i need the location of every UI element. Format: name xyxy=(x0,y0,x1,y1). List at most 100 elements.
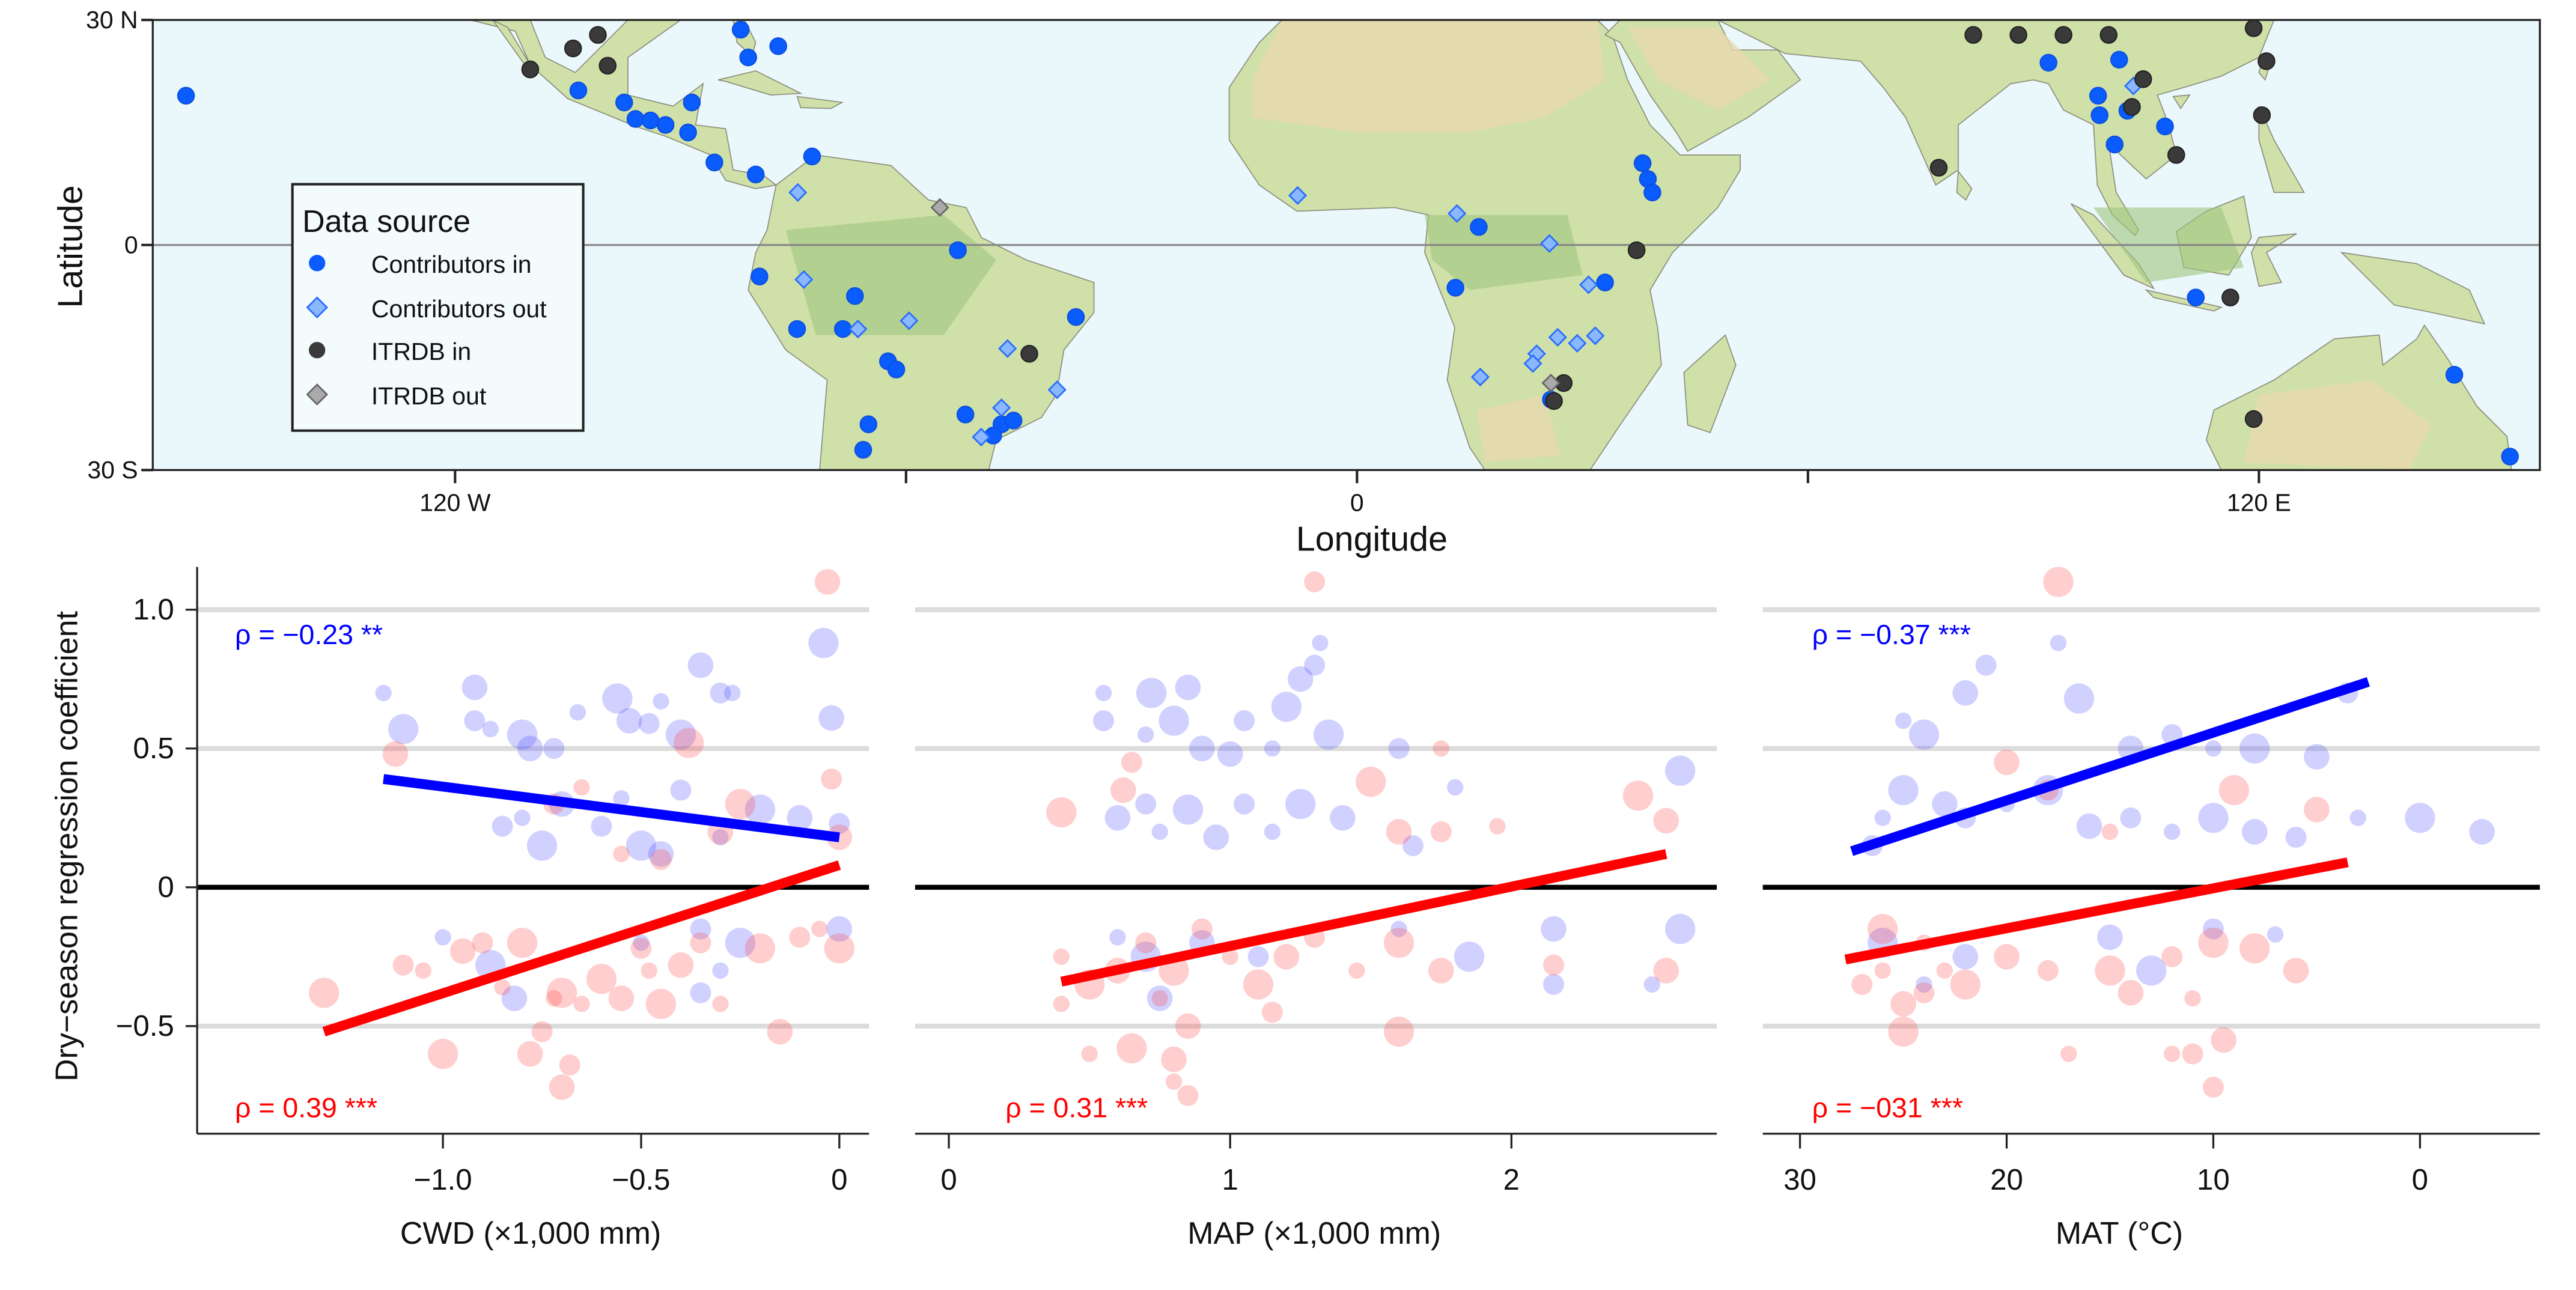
red-data-point xyxy=(1874,962,1891,979)
red-data-point xyxy=(2304,797,2330,823)
site-marker-itrdb-in xyxy=(564,39,582,58)
blue-data-point xyxy=(375,684,392,702)
blue-data-point xyxy=(543,738,565,759)
blue-data-point xyxy=(1095,684,1112,702)
site-marker-itrdb-in xyxy=(598,56,617,75)
blue-data-point xyxy=(2469,819,2495,845)
blue-data-point xyxy=(1189,735,1215,762)
blue-data-point xyxy=(826,916,853,942)
red-data-point xyxy=(1383,1016,1414,1047)
blue-data-point xyxy=(434,929,451,946)
red-data-point xyxy=(1348,962,1365,979)
red-data-point xyxy=(1175,1013,1201,1039)
site-marker-itrdb-in xyxy=(2099,26,2118,44)
red-data-point xyxy=(1191,918,1213,940)
blue-data-point xyxy=(2097,924,2123,951)
blue-data-point xyxy=(1146,985,1173,1011)
blue-data-point xyxy=(2120,807,2142,829)
blue-data-point xyxy=(1264,740,1281,757)
blue-data-point xyxy=(1931,791,1958,817)
legend-diamond-icon xyxy=(306,383,329,406)
blue-data-point xyxy=(1136,678,1167,708)
site-marker-itrdb-in xyxy=(2221,288,2240,306)
rho-annotation: ρ = −0.23 ** xyxy=(235,619,383,650)
red-data-point xyxy=(1950,969,1981,1000)
blue-data-point xyxy=(1151,823,1168,841)
red-data-point xyxy=(1161,1046,1187,1072)
blue-data-point xyxy=(710,682,731,704)
blue-data-point xyxy=(2202,918,2224,940)
red-data-point xyxy=(630,937,652,959)
blue-data-point xyxy=(690,918,711,940)
blue-data-point xyxy=(616,708,642,734)
desert-kalahari xyxy=(1477,395,1560,463)
map-x-tick-label: 0 xyxy=(1350,489,1364,517)
cwd-x-axis-label: CWD (×1,000 mm) xyxy=(400,1216,661,1251)
site-marker-contributors-in xyxy=(2106,135,2124,154)
red-data-point xyxy=(1851,973,1873,995)
blue-data-point xyxy=(1330,805,1356,831)
blue-data-point xyxy=(2076,813,2103,839)
red-data-point xyxy=(2118,980,2144,1006)
blue-data-point xyxy=(2050,634,2067,651)
blue-data-point xyxy=(2240,733,2270,764)
site-marker-contributors-in xyxy=(1643,183,1661,202)
red-data-point xyxy=(725,789,756,820)
red-data-point xyxy=(1936,962,1953,979)
blue-data-point xyxy=(492,815,513,837)
y-tick-label: −0.5 xyxy=(116,1009,174,1042)
red-data-point xyxy=(1383,928,1414,958)
legend-label: Contributors out xyxy=(371,295,547,323)
rho-annotation: ρ = −031 *** xyxy=(1812,1092,1963,1124)
red-data-point xyxy=(494,979,511,996)
red-data-point xyxy=(1261,1002,1283,1023)
site-marker-contributors-in xyxy=(641,111,660,130)
legend-box xyxy=(291,183,585,432)
blue-data-point xyxy=(1234,710,1255,732)
site-marker-itrdb-in xyxy=(1545,392,1563,410)
desert-arabia-desert xyxy=(1627,27,1771,111)
blue-data-point xyxy=(2205,740,2222,757)
site-marker-contributors-in xyxy=(2156,117,2174,136)
landmass-sri-lanka xyxy=(1956,170,1973,201)
blue-data-point xyxy=(501,985,528,1011)
site-marker-contributors-in xyxy=(2090,106,2109,124)
red-data-point xyxy=(1053,948,1070,965)
red-data-point xyxy=(767,1018,793,1045)
site-marker-itrdb-in xyxy=(1020,345,1038,363)
red-data-point xyxy=(586,964,617,994)
blue-data-point xyxy=(1137,726,1154,743)
blue-data-point xyxy=(1287,666,1314,692)
blue-regression-line xyxy=(383,774,840,842)
site-marker-contributors-in xyxy=(177,87,195,105)
red-data-point xyxy=(2163,1045,2181,1062)
map-x-tick-label: 120 E xyxy=(2227,489,2291,517)
site-map: 120 W 0 120 E 30 N 0 30 S Data source Contrib… xyxy=(52,6,2541,558)
site-marker-itrdb-in xyxy=(2253,106,2271,124)
blue-data-point xyxy=(464,710,486,732)
blue-data-point xyxy=(1217,741,1243,767)
site-marker-contributors-in xyxy=(751,267,769,285)
site-marker-itrdb-in xyxy=(2009,26,2027,44)
blue-data-point xyxy=(507,719,538,750)
red-data-point xyxy=(573,779,590,796)
site-marker-contributors-in xyxy=(2110,50,2128,69)
landmass-hainan xyxy=(2172,94,2191,110)
site-marker-contributors-in xyxy=(1004,412,1023,430)
blue-data-point xyxy=(818,705,844,731)
blue-data-point xyxy=(829,813,850,834)
site-marker-contributors-in xyxy=(859,415,878,433)
site-marker-contributors-out xyxy=(1586,326,1605,345)
site-marker-contributors-in xyxy=(956,406,975,424)
red-data-point xyxy=(789,926,811,948)
red-data-point xyxy=(517,1041,543,1067)
blue-data-point xyxy=(1454,942,1485,972)
red-data-point xyxy=(668,952,694,978)
site-marker-contributors-out xyxy=(1470,367,1490,387)
site-marker-contributors-in xyxy=(1446,279,1464,297)
red-data-point xyxy=(821,768,842,790)
site-marker-contributors-out xyxy=(1448,204,1467,223)
site-marker-contributors-in xyxy=(739,48,757,67)
landmass-south-asia xyxy=(1717,19,2275,236)
